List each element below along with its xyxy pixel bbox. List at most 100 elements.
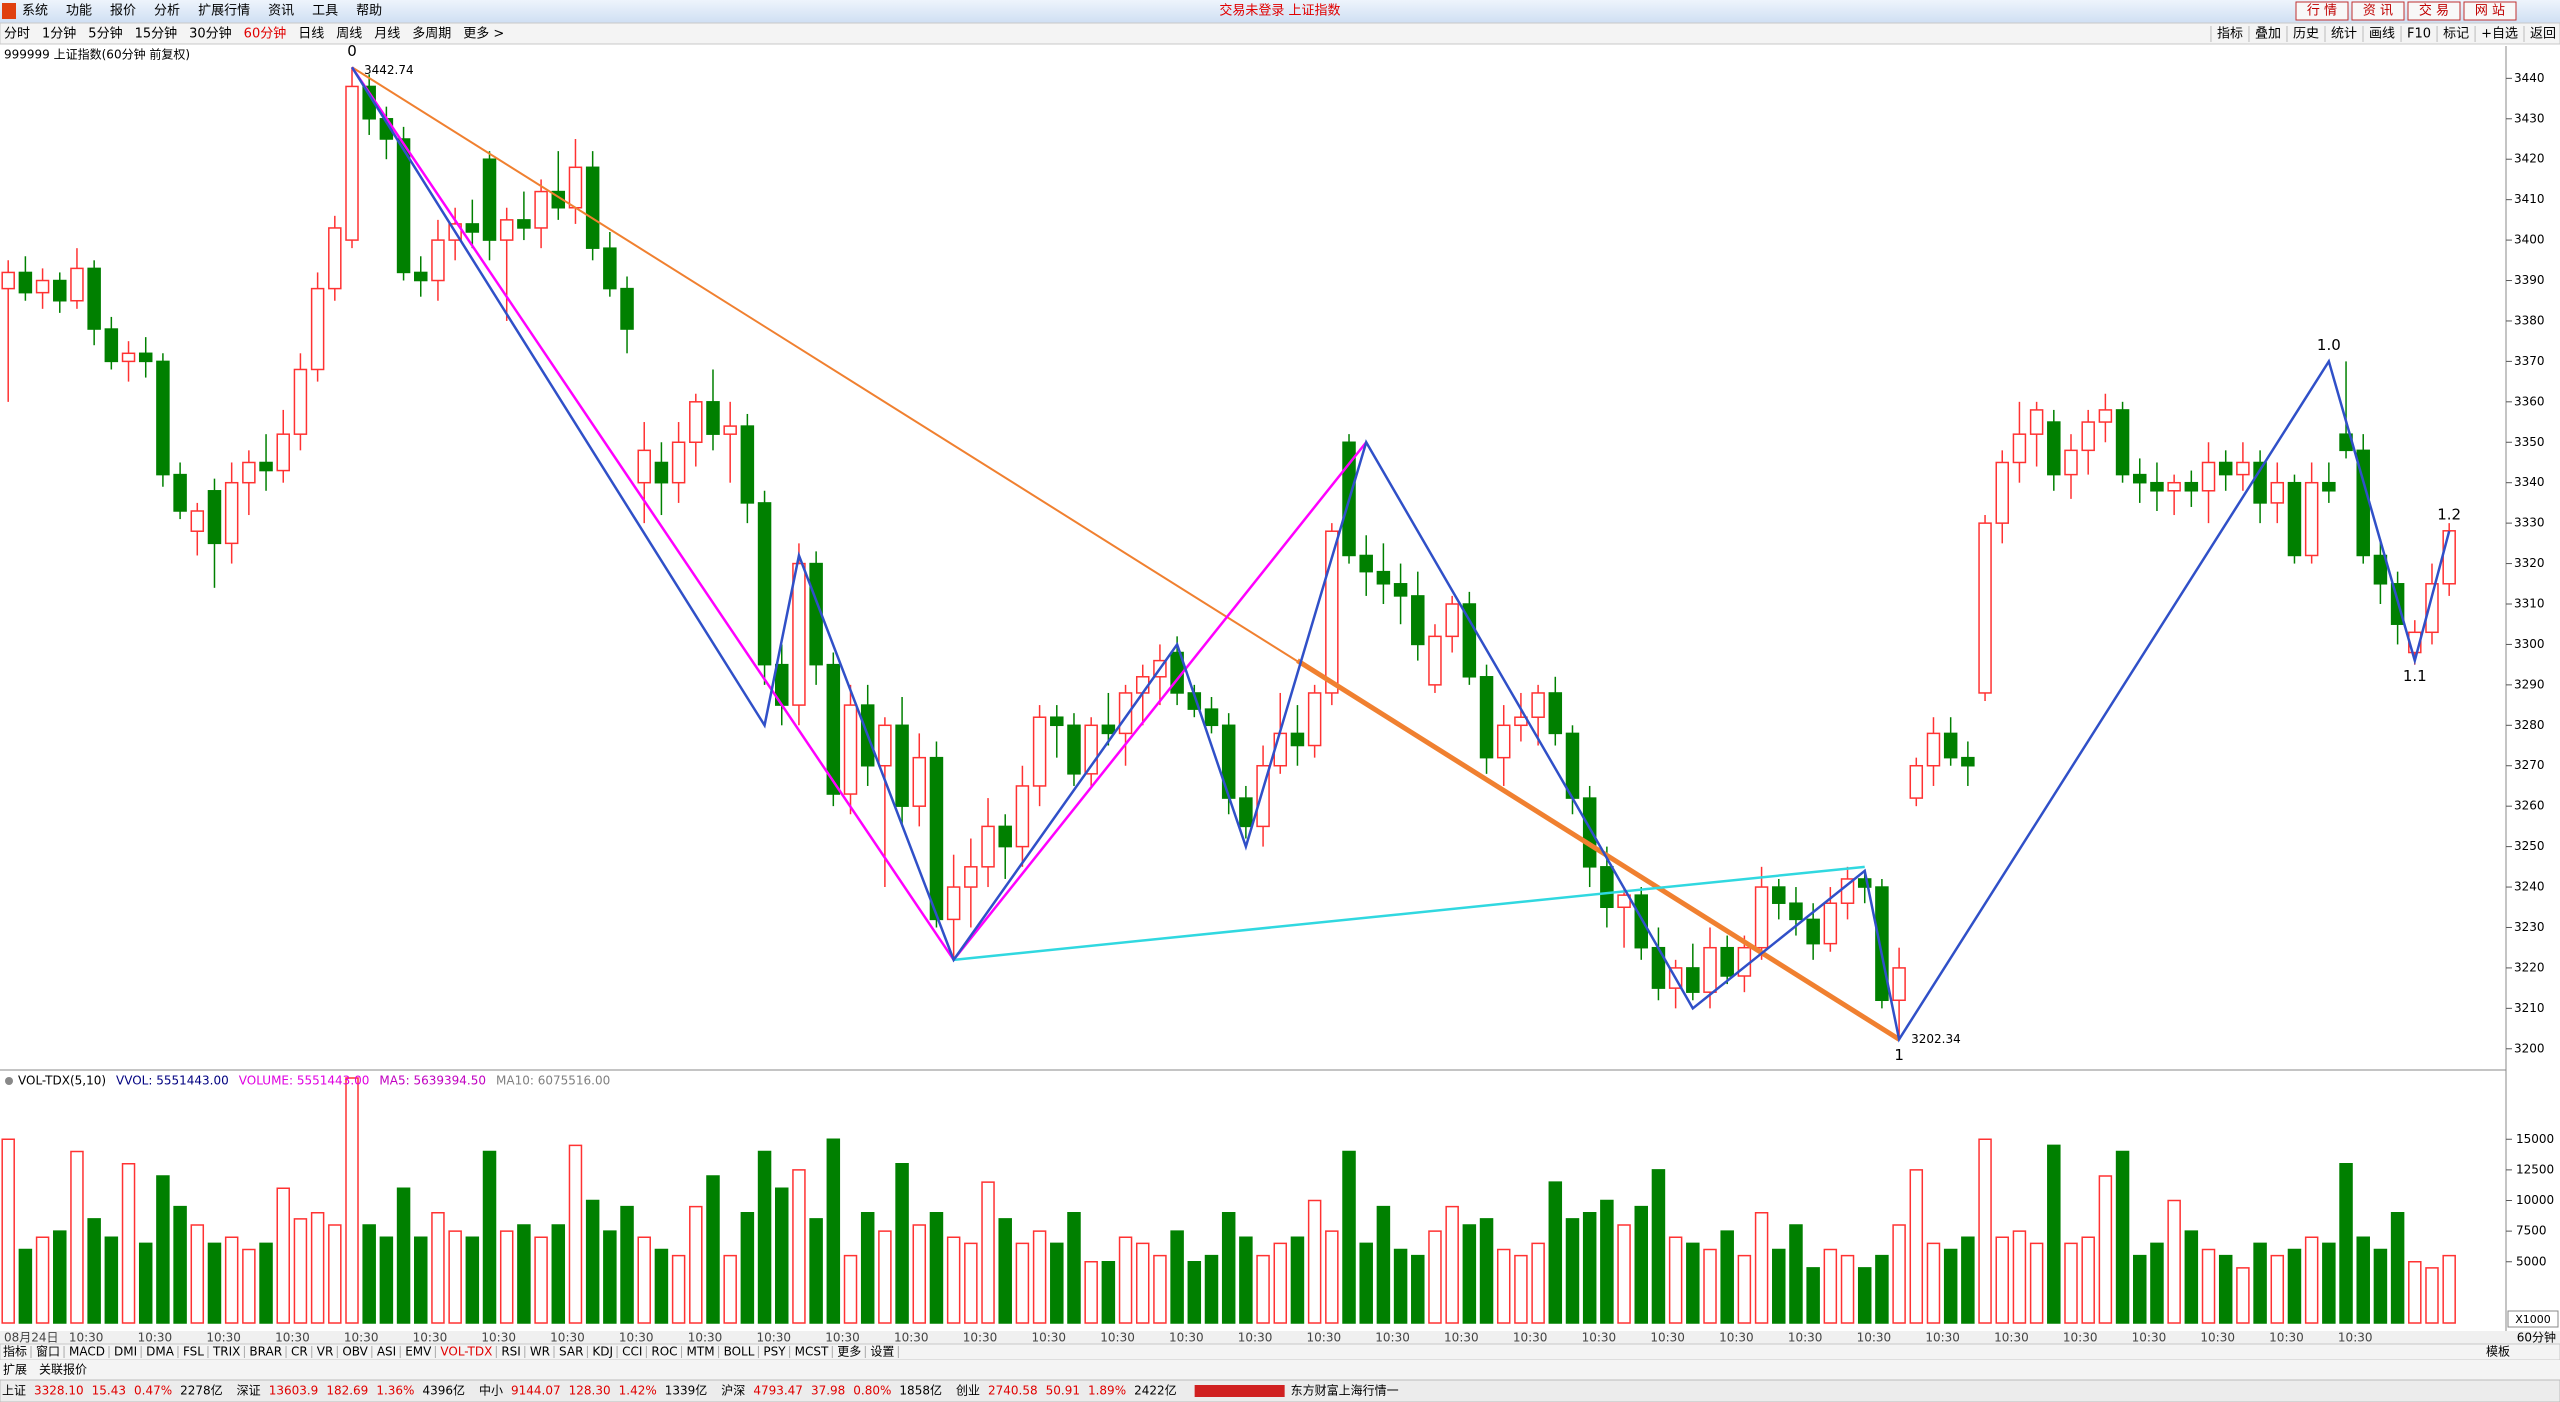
candle-body	[2098, 409, 2113, 423]
period-item[interactable]: 周线	[336, 27, 362, 42]
tool-item[interactable]: 画线	[2369, 27, 2395, 42]
volume-bar	[104, 1236, 119, 1324]
period-item[interactable]: 5分钟	[88, 26, 122, 42]
period-item[interactable]: 日线	[298, 27, 324, 42]
menu-item[interactable]: 报价	[110, 4, 136, 19]
indicator-tab[interactable]: MCST	[795, 1345, 829, 1359]
top-button[interactable]	[2295, 1, 2349, 21]
candle-body	[431, 239, 445, 282]
indicator-tab[interactable]: VR	[317, 1345, 334, 1359]
indicator-tab[interactable]: SAR	[559, 1345, 583, 1359]
top-button-label[interactable]: 交 易	[2419, 3, 2449, 19]
top-button[interactable]	[2463, 1, 2517, 21]
period-item[interactable]: 1分钟	[42, 26, 76, 42]
tool-item[interactable]: 返回	[2530, 27, 2556, 42]
period-item[interactable]: 60分钟	[244, 26, 287, 42]
volume-bar	[706, 1175, 720, 1324]
menu-item[interactable]: 扩展行情	[198, 4, 250, 19]
indicator-tab[interactable]: MACD	[69, 1345, 105, 1359]
extra-tab[interactable]: 关联报价	[39, 1362, 87, 1377]
indicator-tab[interactable]: TRIX	[212, 1345, 240, 1359]
wave-label: 1	[1894, 1046, 1904, 1064]
period-item[interactable]: 分时	[4, 27, 30, 42]
status-change: 128.30	[569, 1384, 611, 1398]
period-item[interactable]: 更多 >	[463, 26, 504, 42]
volume-bar	[414, 1236, 428, 1324]
top-button-label[interactable]: 行 情	[2307, 4, 2337, 19]
indicator-tab[interactable]: DMA	[146, 1345, 175, 1359]
indicator-tab[interactable]: BOLL	[724, 1345, 755, 1359]
menu-item[interactable]: 资讯	[268, 4, 294, 19]
tool-item[interactable]: F10	[2407, 27, 2431, 42]
volume-bar	[1926, 1242, 1941, 1324]
x-tick-label: 10:30	[1925, 1331, 1960, 1345]
menu-item[interactable]: 功能	[66, 4, 92, 19]
candle-body	[1479, 676, 1494, 759]
indicator-tab[interactable]: DMI	[114, 1345, 137, 1359]
indicator-tab[interactable]: CR	[291, 1345, 308, 1359]
volume-bar	[1015, 1242, 1030, 1324]
x-tick-label: 10:30	[1994, 1331, 2029, 1345]
candle-body	[2012, 433, 2027, 464]
indicator-tab[interactable]: RSI	[501, 1345, 521, 1359]
x-tick-label: 08月24日	[4, 1331, 59, 1345]
status-price: 4793.47	[753, 1384, 803, 1398]
status-amount: 4396亿	[422, 1383, 465, 1398]
indicator-tab[interactable]: CCI	[622, 1345, 642, 1359]
indicator-tab[interactable]: OBV	[342, 1345, 368, 1359]
period-item[interactable]: 月线	[374, 27, 400, 42]
tool-item[interactable]: 指标	[2217, 27, 2243, 42]
price-tick-label: 3420	[2514, 152, 2545, 166]
price-tick-label: 3400	[2514, 233, 2545, 247]
volume-bar	[568, 1144, 583, 1324]
indicator-tab[interactable]: ROC	[651, 1345, 677, 1359]
menu-item[interactable]: 工具	[312, 4, 338, 19]
top-button-label[interactable]: 资 讯	[2363, 4, 2393, 19]
period-item[interactable]: 30分钟	[189, 26, 232, 42]
tool-item[interactable]: 叠加	[2255, 27, 2281, 42]
menu-item[interactable]: 系统	[22, 4, 48, 19]
top-button-label[interactable]: 网 站	[2475, 4, 2505, 19]
extra-tab[interactable]: 扩展	[3, 1363, 27, 1377]
candle-body	[1050, 716, 1064, 727]
x-tick-label: 10:30	[206, 1331, 241, 1345]
candle-body	[2064, 449, 2078, 476]
volume-bar	[2356, 1236, 2370, 1324]
tool-item[interactable]: 标记	[2443, 27, 2469, 42]
candle-body	[826, 663, 841, 795]
tool-item[interactable]: 历史	[2293, 27, 2319, 42]
indicator-tab[interactable]: EMV	[405, 1345, 432, 1359]
price-tick-label: 3270	[2514, 758, 2545, 772]
period-item[interactable]: 多周期	[412, 26, 451, 42]
indicator-tab[interactable]: 设置	[870, 1345, 894, 1359]
indicator-tab[interactable]: WR	[530, 1345, 550, 1359]
menu-item[interactable]: 分析	[154, 4, 180, 19]
period-bar	[0, 22, 2560, 45]
menu-item[interactable]: 帮助	[356, 4, 382, 19]
indicator-tab[interactable]: FSL	[183, 1345, 204, 1359]
tool-item[interactable]: +自选	[2481, 27, 2518, 42]
indicator-tab[interactable]: PSY	[763, 1345, 786, 1359]
candle-body	[706, 401, 720, 435]
tool-item[interactable]: 统计	[2331, 27, 2357, 42]
candle-body	[2133, 473, 2147, 484]
volume-bar	[1204, 1254, 1219, 1324]
period-item[interactable]: 15分钟	[135, 26, 178, 42]
top-button[interactable]	[2351, 1, 2405, 21]
indicator-tab[interactable]: ASI	[377, 1345, 396, 1359]
indicator-tab[interactable]: 更多	[837, 1345, 861, 1359]
indicator-tab[interactable]: 窗口	[36, 1345, 60, 1359]
template-button[interactable]: 模板	[2486, 1345, 2510, 1359]
candle-body	[1789, 902, 1803, 921]
volume-bar	[1514, 1254, 1528, 1324]
indicator-tab[interactable]: VOL-TDX	[440, 1345, 492, 1359]
indicator-tab[interactable]: KDJ	[592, 1345, 613, 1359]
candle-body	[1961, 756, 1975, 767]
volume-legend: VOLUME: 5551443.00	[239, 1074, 370, 1088]
indicator-tab[interactable]: BRAR	[249, 1345, 282, 1359]
indicator-tab[interactable]: 指标	[3, 1344, 27, 1359]
top-button[interactable]	[2407, 1, 2461, 21]
volume-bar	[448, 1230, 462, 1324]
candle-body	[1376, 570, 1391, 585]
indicator-tab[interactable]: MTM	[687, 1345, 715, 1359]
